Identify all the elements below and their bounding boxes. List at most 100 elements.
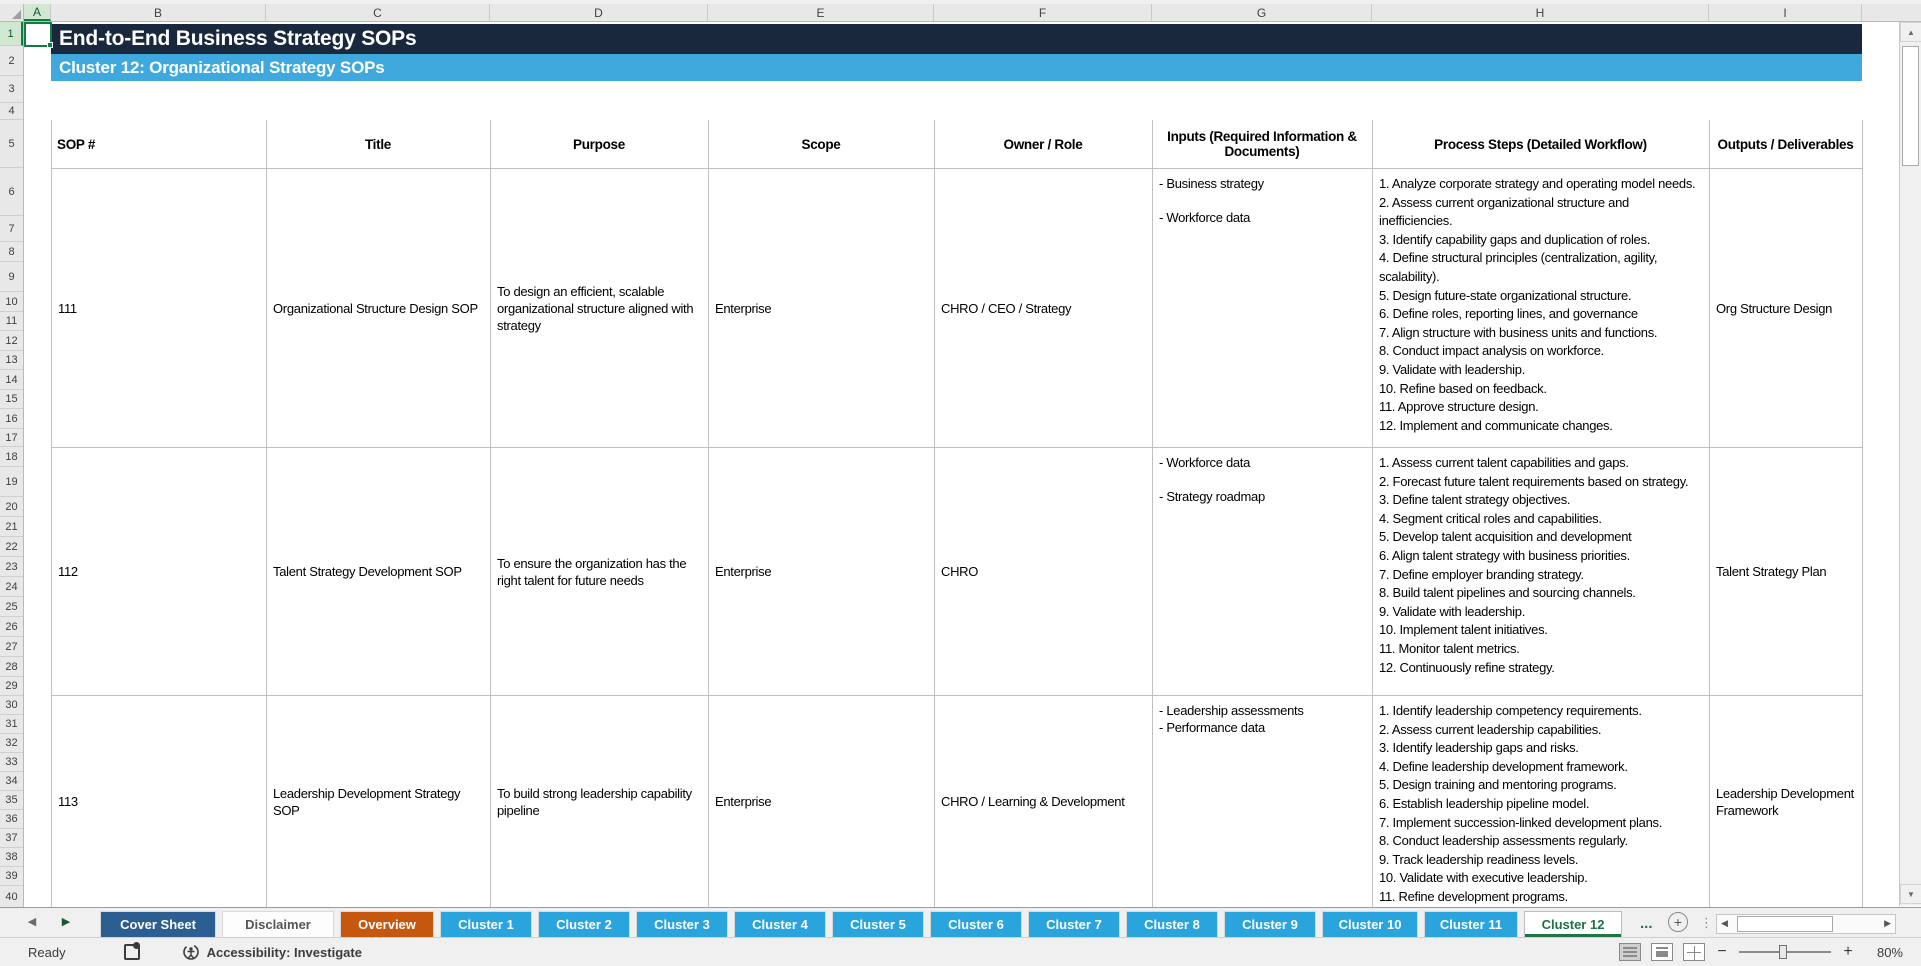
- column-header-H[interactable]: H: [1372, 4, 1709, 21]
- row-header-34[interactable]: 34: [0, 772, 23, 791]
- cell-purpose[interactable]: To build strong leadership capability pi…: [497, 785, 692, 818]
- tab-scroll-right-icon[interactable]: ▶: [61, 916, 71, 928]
- h-scroll-right-icon[interactable]: ▶: [1884, 918, 1891, 928]
- view-page-break-icon[interactable]: [1683, 943, 1705, 961]
- row-header-40[interactable]: 40: [0, 886, 23, 908]
- row-header-30[interactable]: 30: [0, 696, 23, 715]
- cell-sop-number[interactable]: 112: [58, 564, 78, 579]
- view-page-layout-icon[interactable]: [1651, 943, 1673, 961]
- cell-process-steps[interactable]: 1. Analyze corporate strategy and operat…: [1379, 176, 1696, 433]
- vertical-scrollbar[interactable]: ▲ ▼: [1899, 22, 1921, 906]
- sheet-tab-cluster-12[interactable]: Cluster 12: [1524, 911, 1622, 937]
- row-header-13[interactable]: 13: [0, 351, 23, 370]
- row-header-1[interactable]: 1: [0, 22, 23, 46]
- cell-owner-role[interactable]: CHRO: [941, 564, 979, 579]
- h-scroll-left-icon[interactable]: ◀: [1721, 918, 1728, 928]
- sheet-list-ellipsis[interactable]: ...: [1640, 915, 1653, 932]
- row-header-32[interactable]: 32: [0, 734, 23, 753]
- row-header-2[interactable]: 2: [0, 46, 23, 76]
- cell-title[interactable]: Talent Strategy Development SOP: [273, 564, 462, 579]
- sheet-tab-cover-sheet[interactable]: Cover Sheet: [100, 911, 216, 937]
- row-header-25[interactable]: 25: [0, 597, 23, 617]
- sheet-tab-cluster-2[interactable]: Cluster 2: [538, 911, 630, 937]
- scroll-down-icon[interactable]: ▼: [1900, 884, 1921, 904]
- column-header-E[interactable]: E: [708, 4, 934, 21]
- sheet-tab-cluster-10[interactable]: Cluster 10: [1322, 911, 1418, 937]
- view-normal-icon[interactable]: [1619, 943, 1641, 961]
- cell-purpose[interactable]: To ensure the organization has the right…: [497, 555, 687, 588]
- row-header-11[interactable]: 11: [0, 312, 23, 331]
- column-header-D[interactable]: D: [490, 4, 708, 21]
- row-header-23[interactable]: 23: [0, 557, 23, 577]
- cell-output[interactable]: Talent Strategy Plan: [1716, 564, 1827, 579]
- row-header-3[interactable]: 3: [0, 76, 23, 103]
- cell-inputs[interactable]: - Workforce data - Strategy roadmap: [1159, 455, 1265, 504]
- row-header-39[interactable]: 39: [0, 867, 23, 886]
- row-header-22[interactable]: 22: [0, 537, 23, 557]
- sheet-tab-cluster-9[interactable]: Cluster 9: [1224, 911, 1316, 937]
- row-header-37[interactable]: 37: [0, 829, 23, 848]
- row-header-16[interactable]: 16: [0, 409, 23, 429]
- row-header-29[interactable]: 29: [0, 677, 23, 696]
- sheet-tab-overview[interactable]: Overview: [340, 911, 434, 937]
- zoom-slider-thumb[interactable]: [1779, 945, 1787, 959]
- row-header-8[interactable]: 8: [0, 242, 23, 262]
- fill-handle[interactable]: [47, 42, 53, 48]
- scroll-up-icon[interactable]: ▲: [1900, 22, 1921, 42]
- row-header-33[interactable]: 33: [0, 753, 23, 772]
- accessibility-status[interactable]: Accessibility: Investigate: [182, 943, 362, 961]
- row-header-21[interactable]: 21: [0, 517, 23, 537]
- cell-inputs[interactable]: - Leadership assessments - Performance d…: [1159, 703, 1304, 735]
- tab-options-dots-icon[interactable]: ⋮: [1700, 915, 1713, 930]
- row-header-5[interactable]: 5: [0, 120, 23, 168]
- horizontal-scrollbar-thumb[interactable]: [1737, 916, 1833, 932]
- sheet-tab-disclaimer[interactable]: Disclaimer: [222, 911, 334, 937]
- cell-title[interactable]: Leadership Development Strategy SOP: [273, 785, 461, 818]
- sheet-tab-cluster-1[interactable]: Cluster 1: [440, 911, 532, 937]
- sheet-tab-cluster-11[interactable]: Cluster 11: [1424, 911, 1518, 937]
- sheet-tab-cluster-8[interactable]: Cluster 8: [1126, 911, 1218, 937]
- row-header-12[interactable]: 12: [0, 331, 23, 351]
- vertical-scrollbar-thumb[interactable]: [1902, 46, 1919, 166]
- zoom-in-icon[interactable]: +: [1843, 943, 1853, 960]
- cell-output[interactable]: Leadership Development Framework: [1716, 785, 1854, 818]
- row-header-9[interactable]: 9: [0, 262, 23, 292]
- column-header-C[interactable]: C: [266, 4, 490, 21]
- row-header-7[interactable]: 7: [0, 216, 23, 242]
- row-header-10[interactable]: 10: [0, 292, 23, 312]
- cell-scope[interactable]: Enterprise: [715, 564, 772, 579]
- zoom-out-icon[interactable]: −: [1717, 943, 1727, 960]
- row-header-6[interactable]: 6: [0, 168, 23, 216]
- horizontal-scrollbar[interactable]: ◀ ▶: [1716, 914, 1896, 934]
- tab-scroll-left-icon[interactable]: ◀: [27, 916, 37, 928]
- sheet-tab-cluster-3[interactable]: Cluster 3: [636, 911, 728, 937]
- cell-owner-role[interactable]: CHRO / Learning & Development: [941, 794, 1125, 809]
- cell-title[interactable]: Organizational Structure Design SOP: [273, 300, 478, 316]
- row-header-14[interactable]: 14: [0, 370, 23, 390]
- cell-owner-role[interactable]: CHRO / CEO / Strategy: [941, 300, 1072, 316]
- select-all-corner[interactable]: [0, 4, 24, 21]
- zoom-percentage[interactable]: 80%: [1876, 944, 1903, 960]
- sheet-tab-cluster-7[interactable]: Cluster 7: [1028, 911, 1120, 937]
- cell-inputs[interactable]: - Business strategy - Workforce data: [1159, 176, 1264, 225]
- row-header-31[interactable]: 31: [0, 715, 23, 734]
- row-header-19[interactable]: 19: [0, 467, 23, 497]
- row-header-26[interactable]: 26: [0, 617, 23, 637]
- row-header-4[interactable]: 4: [0, 103, 23, 120]
- add-sheet-icon[interactable]: +: [1668, 912, 1688, 932]
- column-header-F[interactable]: F: [934, 4, 1152, 21]
- column-header-G[interactable]: G: [1152, 4, 1372, 21]
- cell-scope[interactable]: Enterprise: [715, 300, 772, 316]
- row-header-36[interactable]: 36: [0, 810, 23, 829]
- row-header-38[interactable]: 38: [0, 848, 23, 867]
- macro-record-icon[interactable]: [123, 942, 142, 960]
- sheet-tab-cluster-4[interactable]: Cluster 4: [734, 911, 826, 937]
- cell-purpose[interactable]: To design an efficient, scalable organiz…: [497, 283, 694, 333]
- zoom-slider[interactable]: [1739, 945, 1831, 959]
- row-header-24[interactable]: 24: [0, 577, 23, 597]
- column-header-I[interactable]: I: [1709, 4, 1862, 21]
- column-header-B[interactable]: B: [51, 4, 266, 21]
- row-header-28[interactable]: 28: [0, 657, 23, 677]
- column-header-A[interactable]: A: [24, 4, 51, 21]
- row-header-17[interactable]: 17: [0, 429, 23, 447]
